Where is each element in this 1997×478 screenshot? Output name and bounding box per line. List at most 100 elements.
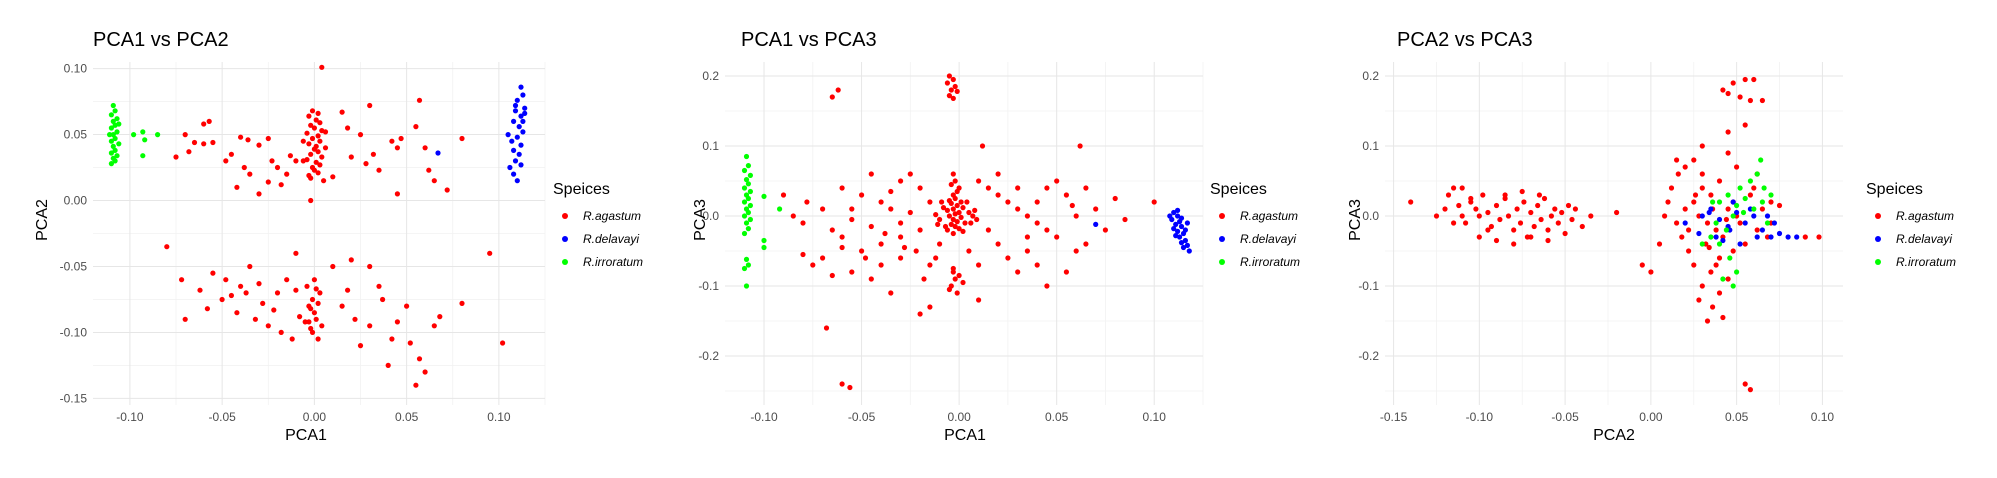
panel-title: PCA1 vs PCA3 [741, 29, 877, 51]
point-r-agastum [868, 171, 874, 177]
point-r-agastum [1674, 157, 1680, 163]
point-r-agastum [1725, 150, 1731, 156]
x-tick-label: 0.10 [1143, 410, 1167, 424]
point-r-agastum [1451, 185, 1457, 191]
point-r-irroratum [777, 206, 783, 212]
point-r-delavayi [1093, 221, 1099, 227]
point-r-irroratum [747, 188, 754, 195]
point-r-agastum [367, 102, 373, 109]
point-r-agastum [1725, 90, 1731, 97]
point-r-delavayi [516, 151, 522, 157]
legend: Speices R.agastum R.delavayi R.irroratum [553, 181, 643, 269]
point-r-agastum [182, 316, 188, 322]
point-r-agastum [954, 88, 960, 94]
point-r-agastum [976, 262, 982, 268]
point-r-agastum [1514, 206, 1520, 212]
point-r-agastum [313, 286, 319, 292]
point-r-agastum [201, 121, 207, 127]
point-r-agastum [306, 113, 312, 119]
point-r-agastum [954, 202, 960, 209]
point-r-agastum [309, 329, 316, 335]
y-axis-label: PCA3 [692, 199, 709, 241]
legend-key-r-delavayi [562, 236, 568, 242]
point-r-agastum [223, 277, 229, 283]
point-r-agastum [322, 145, 329, 151]
point-r-agastum [804, 199, 810, 205]
point-r-agastum [1476, 234, 1482, 240]
point-r-agastum [274, 290, 281, 296]
point-r-agastum [1024, 213, 1030, 219]
point-r-agastum [968, 220, 974, 226]
point-r-delavayi [1706, 209, 1712, 216]
point-r-agastum [330, 174, 336, 180]
point-r-delavayi [1776, 230, 1783, 237]
legend-key-r-irroratum [1875, 259, 1881, 265]
point-r-agastum [1493, 237, 1500, 244]
point-r-agastum [835, 87, 841, 93]
point-r-agastum [995, 192, 1001, 198]
point-r-irroratum [1751, 206, 1757, 212]
point-r-delavayi [1173, 233, 1179, 239]
point-r-agastum [247, 263, 253, 270]
point-r-agastum [243, 290, 249, 296]
point-r-agastum [1463, 220, 1469, 226]
point-r-agastum [321, 178, 327, 184]
point-r-agastum [1569, 216, 1575, 223]
point-r-agastum [1648, 269, 1654, 275]
point-r-irroratum [1759, 199, 1765, 205]
point-r-delavayi [1182, 227, 1188, 233]
point-r-agastum [1696, 297, 1702, 303]
point-r-delavayi [520, 92, 526, 98]
legend-label-r-delavayi: R.delavayi [1896, 232, 1952, 246]
point-r-delavayi [1771, 220, 1777, 226]
point-r-agastum [954, 290, 960, 296]
point-r-delavayi [1171, 226, 1177, 232]
point-r-agastum [289, 336, 295, 342]
point-r-irroratum [743, 220, 750, 226]
point-r-agastum [1737, 220, 1743, 226]
point-r-irroratum [114, 129, 120, 135]
point-r-agastum [878, 262, 884, 268]
point-r-irroratum [110, 118, 116, 124]
point-r-irroratum [1742, 195, 1748, 202]
point-r-agastum [500, 340, 506, 346]
point-r-delavayi [1742, 220, 1748, 226]
point-r-delavayi [516, 124, 522, 130]
point-r-agastum [1034, 199, 1040, 205]
point-r-agastum [219, 296, 225, 303]
point-r-agastum [820, 255, 826, 261]
point-r-agastum [1531, 223, 1537, 230]
point-r-agastum [1093, 206, 1099, 212]
point-r-agastum [311, 146, 317, 152]
legend-label-r-irroratum: R.irroratum [1240, 255, 1300, 269]
point-r-agastum [300, 158, 306, 164]
point-r-agastum [976, 297, 982, 303]
y-tick-label: -0.1 [698, 279, 719, 293]
point-r-irroratum [747, 202, 754, 209]
point-r-agastum [1069, 202, 1075, 209]
point-r-agastum [306, 319, 312, 325]
legend-label-r-agastum: R.agastum [1896, 209, 1954, 223]
legend-key-r-irroratum [1219, 259, 1225, 265]
point-r-irroratum [1730, 213, 1736, 219]
point-r-irroratum [108, 138, 114, 144]
point-r-agastum [287, 153, 293, 159]
point-r-agastum [1699, 143, 1705, 149]
x-tick-label: 0.00 [947, 410, 971, 424]
legend-key-r-agastum [1875, 213, 1881, 219]
point-r-irroratum [1699, 241, 1705, 247]
point-r-agastum [1751, 185, 1757, 191]
point-r-irroratum [1725, 192, 1731, 198]
point-r-agastum [260, 300, 266, 306]
point-r-agastum [1015, 185, 1021, 191]
point-r-agastum [1730, 80, 1736, 86]
point-r-agastum [315, 110, 321, 116]
point-r-agastum [888, 206, 894, 212]
point-r-agastum [313, 117, 319, 123]
point-r-agastum [319, 154, 325, 160]
legend-key-r-irroratum [562, 259, 568, 265]
point-r-agastum [293, 287, 299, 293]
x-tick-label: 0.00 [1639, 410, 1663, 424]
point-r-delavayi [1734, 209, 1740, 216]
point-r-agastum [966, 209, 972, 216]
